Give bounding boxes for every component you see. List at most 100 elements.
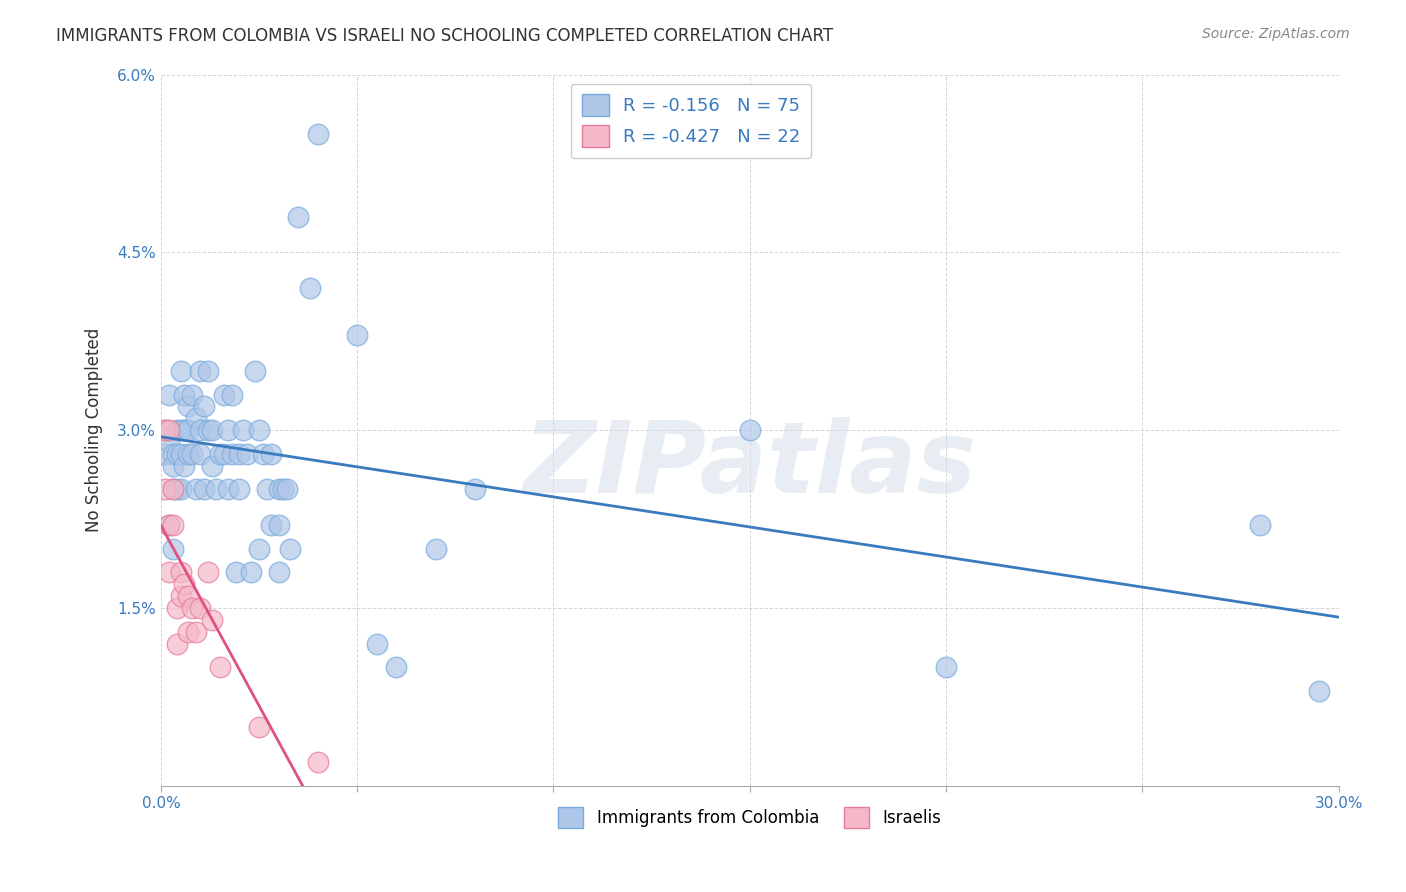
Point [181,601,204,615]
Point [260,447,283,461]
Point [166,601,188,615]
Point [169,589,191,603]
Point [169,423,191,437]
Point [162,483,184,497]
Point [221,387,243,401]
Point [188,364,211,378]
Point [287,210,309,224]
Point [186,411,208,425]
Point [193,483,215,497]
Point [173,577,195,591]
Point [188,423,211,437]
Point [201,613,224,627]
Point [385,660,408,674]
Point [280,541,302,556]
Point [326,44,349,58]
Point [201,423,224,437]
Point [217,423,239,437]
Point [267,566,290,580]
Point [157,518,180,533]
Point [181,387,204,401]
Point [173,423,195,437]
Point [169,447,191,461]
Point [276,483,298,497]
Point [247,719,270,733]
Point [225,566,247,580]
Point [267,483,290,497]
Point [193,400,215,414]
Point [267,518,290,533]
Point [228,447,250,461]
Point [228,483,250,497]
Text: ZIPatlas: ZIPatlas [523,417,976,514]
Point [240,566,263,580]
Point [177,423,200,437]
Point [307,755,329,769]
Point [464,483,486,497]
Point [169,483,191,497]
Point [169,364,191,378]
Point [173,387,195,401]
Point [166,447,188,461]
Point [197,566,219,580]
Point [212,447,235,461]
Point [425,541,447,556]
Point [177,589,200,603]
Point [162,518,184,533]
Point [205,483,228,497]
Point [197,423,219,437]
Point [346,328,368,343]
Point [162,541,184,556]
Point [260,518,283,533]
Point [177,447,200,461]
Point [173,458,195,473]
Legend: Immigrants from Colombia, Israelis: Immigrants from Colombia, Israelis [551,801,948,834]
Point [738,423,761,437]
Point [208,447,231,461]
Point [188,447,211,461]
Point [217,483,239,497]
Point [252,447,274,461]
Point [162,483,184,497]
Point [247,541,270,556]
Point [271,483,294,497]
Point [256,483,278,497]
Point [162,458,184,473]
Point [157,435,180,450]
Point [188,601,211,615]
Text: IMMIGRANTS FROM COLOMBIA VS ISRAELI NO SCHOOLING COMPLETED CORRELATION CHART: IMMIGRANTS FROM COLOMBIA VS ISRAELI NO S… [56,27,834,45]
Point [157,566,180,580]
Point [1249,518,1271,533]
Point [157,518,180,533]
Point [243,364,266,378]
Point [208,660,231,674]
Point [186,483,208,497]
Point [177,400,200,414]
Point [232,423,254,437]
Y-axis label: No Schooling Completed: No Schooling Completed [86,328,103,533]
Point [153,423,176,437]
Point [162,447,184,461]
Point [236,447,259,461]
Point [935,660,957,674]
Point [212,387,235,401]
Point [201,458,224,473]
Point [153,447,176,461]
Point [153,483,176,497]
Point [307,127,329,141]
Point [197,364,219,378]
Point [366,636,388,650]
Text: Source: ZipAtlas.com: Source: ZipAtlas.com [1202,27,1350,41]
Point [166,636,188,650]
Point [166,483,188,497]
Point [186,624,208,639]
Point [1308,684,1330,698]
Point [177,624,200,639]
Point [181,447,204,461]
Point [169,566,191,580]
Point [166,423,188,437]
Point [299,281,322,295]
Point [153,423,176,437]
Point [157,387,180,401]
Point [247,423,270,437]
